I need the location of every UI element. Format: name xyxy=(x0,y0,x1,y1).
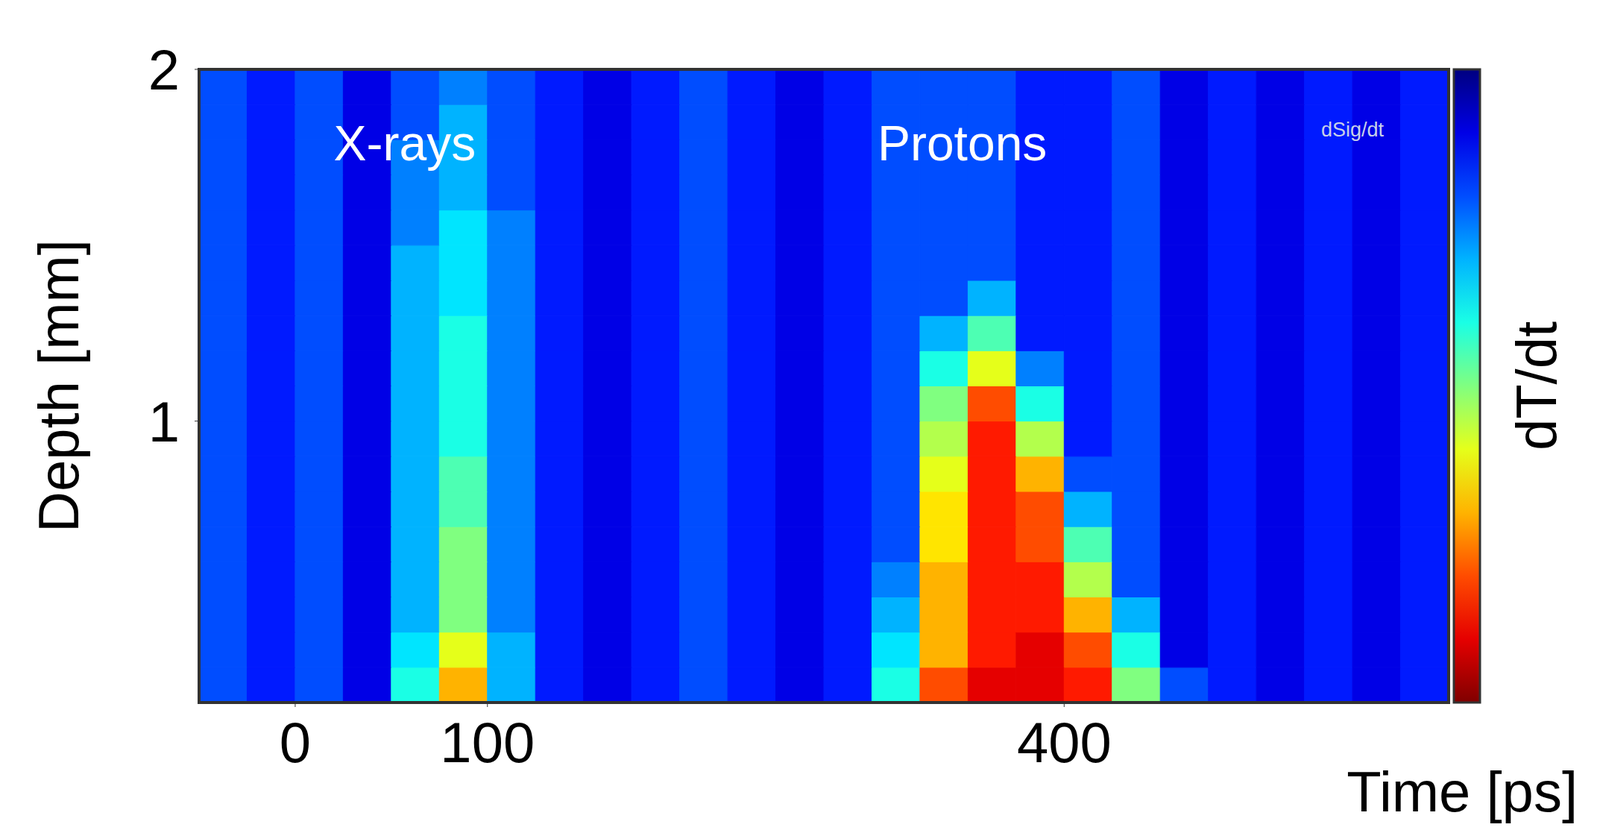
svg-text:Depth [mm]: Depth [mm] xyxy=(26,239,91,533)
svg-text:X-rays: X-rays xyxy=(334,115,477,171)
svg-text:100: 100 xyxy=(439,710,535,774)
svg-text:Time [ps]: Time [ps] xyxy=(1346,759,1578,824)
svg-text:dT/dt: dT/dt xyxy=(1504,321,1568,451)
svg-text:400: 400 xyxy=(1016,710,1112,774)
svg-text:1: 1 xyxy=(148,389,180,454)
svg-text:dSig/dt: dSig/dt xyxy=(1321,118,1385,141)
svg-text:0: 0 xyxy=(279,710,311,774)
svg-text:Protons: Protons xyxy=(877,115,1047,171)
svg-text:2: 2 xyxy=(148,38,180,102)
